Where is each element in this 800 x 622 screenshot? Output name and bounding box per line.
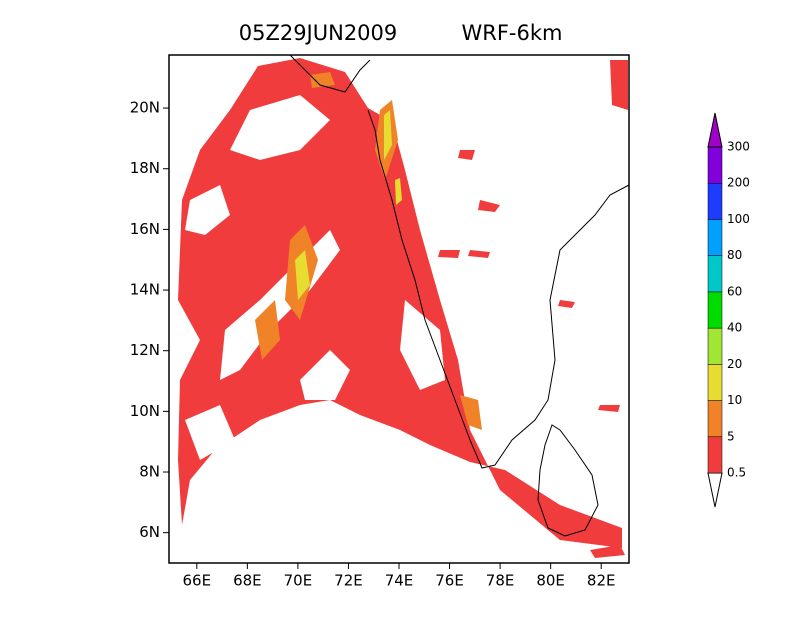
x-tick-label: 68E bbox=[233, 572, 262, 590]
colorbar-label: 40 bbox=[727, 321, 742, 335]
map-subtitle: WRF-6km bbox=[462, 21, 563, 45]
colorbar-box bbox=[707, 291, 723, 329]
colorbar-box bbox=[707, 182, 723, 220]
rain-gap bbox=[185, 405, 235, 460]
colorbar-box bbox=[707, 219, 723, 256]
x-tick-label: 78E bbox=[486, 572, 515, 590]
rain-field bbox=[178, 58, 628, 558]
india-coast bbox=[289, 55, 629, 469]
colorbar-label: 0.5 bbox=[727, 466, 746, 480]
map-title: 05Z29JUN2009 bbox=[239, 21, 398, 45]
y-tick-label: 12N bbox=[130, 341, 160, 359]
rain-scatter bbox=[438, 60, 628, 558]
colorbar-box bbox=[707, 255, 723, 293]
coastline bbox=[289, 55, 629, 537]
rain-area bbox=[178, 58, 622, 548]
y-tick-label: 18N bbox=[130, 159, 160, 177]
rain-gap bbox=[185, 185, 230, 235]
rain-very-heavy bbox=[295, 110, 402, 300]
colorbar-label: 60 bbox=[727, 284, 742, 298]
colorbar-high-end bbox=[707, 112, 723, 148]
colorbar-label: 5 bbox=[727, 429, 735, 443]
colorbar-label: 300 bbox=[727, 140, 750, 154]
sri-lanka-coast bbox=[537, 424, 599, 537]
colorbar-box bbox=[707, 364, 723, 401]
colorbar-box bbox=[707, 400, 723, 438]
x-tick-label: 80E bbox=[536, 572, 565, 590]
colorbar-label: 100 bbox=[727, 212, 750, 226]
colorbar-label: 200 bbox=[727, 176, 750, 190]
colorbar-box bbox=[707, 146, 723, 184]
y-tick-label: 8N bbox=[139, 463, 160, 481]
colorbar-low-end bbox=[707, 472, 723, 508]
y-tick-label: 16N bbox=[130, 220, 160, 238]
y-tick-label: 14N bbox=[130, 281, 160, 299]
rain-gap bbox=[230, 95, 330, 160]
rain-heavy bbox=[255, 72, 482, 430]
rain-gap bbox=[300, 350, 350, 400]
colorbar-label: 10 bbox=[727, 393, 742, 407]
x-tick-label: 74E bbox=[385, 572, 414, 590]
colorbar-box bbox=[707, 327, 723, 365]
x-tick-label: 82E bbox=[587, 572, 616, 590]
rain-gap bbox=[400, 300, 445, 390]
colorbar-label: 20 bbox=[727, 357, 742, 371]
colorbar-box bbox=[707, 436, 723, 474]
x-tick-label: 76E bbox=[435, 572, 464, 590]
x-tick-label: 72E bbox=[334, 572, 363, 590]
y-tick-label: 6N bbox=[139, 523, 160, 541]
x-tick-label: 70E bbox=[284, 572, 313, 590]
y-tick-label: 20N bbox=[130, 99, 160, 117]
x-tick-label: 66E bbox=[183, 572, 212, 590]
colorbar-label: 80 bbox=[727, 248, 742, 262]
y-tick-label: 10N bbox=[130, 402, 160, 420]
